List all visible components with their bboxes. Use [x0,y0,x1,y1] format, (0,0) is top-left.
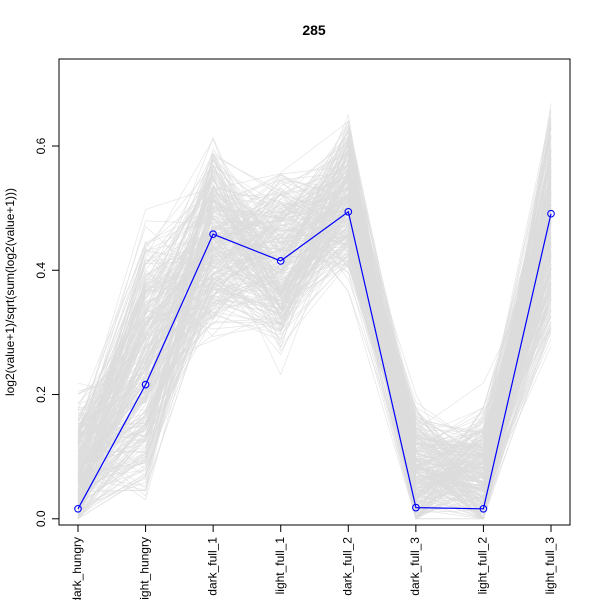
background-series-line [77,113,552,520]
background-series-line [77,103,552,520]
highlight-point [209,230,217,239]
highlight-point [547,209,555,218]
y-tick-label: 0.0 [34,510,48,527]
background-series-line [77,174,552,474]
background-series-line [77,197,552,520]
background-series-line [77,178,552,516]
background-series-line [77,167,552,490]
background-series-line [77,180,552,501]
background-series-line [77,193,552,520]
background-series-group [77,103,552,520]
y-tick-label: 0.2 [34,386,48,403]
x-tick-label: dark_full_1 [205,537,219,596]
y-tick-label: 0.4 [34,262,48,279]
background-series-line [77,170,552,465]
background-series-line [77,147,552,498]
background-series-line [77,192,552,498]
background-series-line [77,120,552,492]
x-tick-label: dark_full_3 [408,537,422,596]
highlight-point [479,504,488,513]
x-tick-label: dark_full_2 [340,537,354,596]
background-series-line [77,174,552,501]
x-tick-label: light_full_1 [273,537,287,595]
background-series-line [77,123,552,513]
highlight-point [276,257,285,265]
background-series-line [77,197,552,481]
y-tick-label: 0.6 [34,137,48,154]
background-series-line [77,154,552,484]
background-series-line [77,158,552,519]
highlight-series-group [74,207,555,513]
background-series-line [77,209,552,520]
background-series-line [77,167,552,520]
y-axis-label: log2(value+1)/sqrt(sum(log2(value+1))) [3,188,17,396]
background-series-line [77,176,552,456]
highlight-point [344,207,353,216]
background-series-line [77,198,552,484]
background-series-line [77,158,552,477]
highlight-series-line [77,210,552,510]
background-series-line [77,184,552,497]
background-series-line [77,166,552,467]
background-series-line [77,133,552,507]
background-series-line [77,177,552,492]
chart-title: 285 [302,22,326,38]
background-series-line [77,199,552,503]
background-series-line [77,181,552,502]
background-series-line [77,201,552,501]
highlight-point [74,504,82,513]
x-tick-label: light_hungry [138,537,152,600]
highlight-point [141,380,150,389]
background-series-line [77,163,552,518]
x-axis: dark_hungry light_hungry dark_full_1 light_… [70,524,557,600]
x-tick-label: dark_hungry [70,537,84,600]
background-series-line [77,223,552,520]
highlight-point [412,503,420,512]
background-series-line [77,170,552,509]
background-series-line [77,184,552,486]
background-series-line [77,134,552,520]
y-axis: 0.0 0.2 0.4 0.6 [34,137,60,527]
background-series-line [77,150,552,456]
x-tick-label: light_full_2 [476,537,490,595]
x-tick-label: light_full_3 [543,537,557,595]
background-series-line [77,223,552,482]
background-series-line [77,182,552,520]
background-series-line [77,140,552,502]
background-series-line [77,168,552,520]
background-series-line [77,166,552,519]
